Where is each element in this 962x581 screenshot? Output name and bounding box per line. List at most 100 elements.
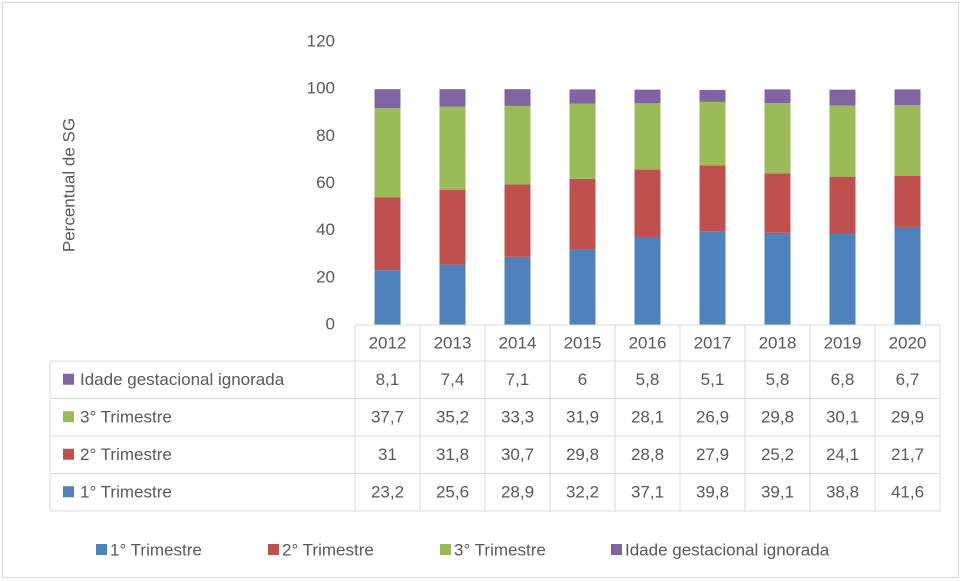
legend-label: 3° Trimestre <box>454 540 546 559</box>
table-legend-key <box>63 486 74 498</box>
data-label: 5,8 <box>636 370 660 389</box>
bar-segment <box>634 89 661 104</box>
y-tick-label: 20 <box>316 267 335 286</box>
legend-key <box>268 544 279 555</box>
x-tick-label: 2012 <box>369 333 407 352</box>
bar-segment <box>504 105 531 185</box>
data-label: 25,2 <box>761 445 794 464</box>
bar-segment <box>764 103 791 174</box>
legend-key <box>440 544 451 555</box>
bar-segment <box>569 103 596 179</box>
data-label: 41,6 <box>891 483 924 502</box>
bar-segment <box>699 165 726 232</box>
data-label: 32,2 <box>566 483 599 502</box>
legend-key <box>96 544 107 555</box>
data-label: 30,7 <box>501 445 534 464</box>
bar-segment <box>829 89 856 106</box>
data-label: 5,8 <box>766 370 790 389</box>
data-label: 7,1 <box>506 370 530 389</box>
bar-segment <box>569 249 596 325</box>
bar-segment <box>699 101 726 166</box>
bar-segment <box>894 89 921 106</box>
table-row-label: 1° Trimestre <box>80 483 172 502</box>
data-label: 27,9 <box>696 445 729 464</box>
legend-key <box>611 544 622 555</box>
data-label: 37,1 <box>631 483 664 502</box>
x-tick-label: 2013 <box>434 333 472 352</box>
data-label: 29,8 <box>566 445 599 464</box>
x-tick-label: 2014 <box>499 333 537 352</box>
data-label: 29,9 <box>891 408 924 427</box>
bar-segment <box>829 105 856 177</box>
bar-segment <box>764 232 791 325</box>
x-tick-label: 2016 <box>629 333 667 352</box>
bar-segment <box>569 89 596 104</box>
table-row-label: Idade gestacional ignorada <box>80 370 285 389</box>
table-legend-key <box>63 448 74 460</box>
data-label: 26,9 <box>696 408 729 427</box>
data-label: 23,2 <box>371 483 404 502</box>
y-tick-label: 100 <box>307 79 335 98</box>
data-label: 31,8 <box>436 445 469 464</box>
bar-segment <box>439 189 466 265</box>
bar-segment <box>829 233 856 325</box>
bar-segment <box>634 103 661 170</box>
x-tick-label: 2015 <box>564 333 602 352</box>
bar-segment <box>894 226 921 325</box>
data-label: 29,8 <box>761 408 794 427</box>
data-label: 7,4 <box>441 370 465 389</box>
data-label: 5,1 <box>701 370 725 389</box>
bar-segment <box>374 270 401 325</box>
y-axis-label: Percentual de SG <box>59 118 78 252</box>
data-label: 28,1 <box>631 408 664 427</box>
y-tick-label: 80 <box>316 126 335 145</box>
data-label: 31 <box>378 445 397 464</box>
bar-segment <box>829 176 856 234</box>
data-label: 24,1 <box>826 445 859 464</box>
x-tick-label: 2019 <box>824 333 862 352</box>
bar-segment <box>894 175 921 227</box>
data-label: 38,8 <box>826 483 859 502</box>
data-label: 28,8 <box>631 445 664 464</box>
y-tick-label: 60 <box>316 173 335 192</box>
legend-label: Idade gestacional ignorada <box>625 540 830 559</box>
data-label: 25,6 <box>436 483 469 502</box>
table-legend-key <box>63 373 74 385</box>
bar-segment <box>439 264 466 325</box>
bar-segment <box>764 89 791 104</box>
legend-label: 1° Trimestre <box>110 540 202 559</box>
bar-segment <box>634 237 661 325</box>
data-label: 21,7 <box>891 445 924 464</box>
bar-segment <box>699 231 726 325</box>
bar-segment <box>699 89 726 102</box>
y-tick-label: 0 <box>326 314 335 333</box>
y-tick-label: 120 <box>307 31 335 50</box>
table-row-label: 2° Trimestre <box>80 445 172 464</box>
bar-segment <box>894 105 921 176</box>
data-label: 35,2 <box>436 408 469 427</box>
bar-segment <box>439 106 466 190</box>
bar-segment <box>374 197 401 271</box>
data-label: 33,3 <box>501 408 534 427</box>
bar-segment <box>374 89 401 109</box>
x-tick-label: 2020 <box>889 333 927 352</box>
data-label: 6,8 <box>831 370 855 389</box>
data-label: 39,1 <box>761 483 794 502</box>
bar-segment <box>634 169 661 238</box>
x-tick-label: 2017 <box>694 333 732 352</box>
bar-segment <box>504 89 531 106</box>
data-label: 6 <box>578 370 587 389</box>
bar-segment <box>504 256 531 325</box>
data-label: 37,7 <box>371 408 404 427</box>
bar-segment <box>374 108 401 198</box>
data-label: 39,8 <box>696 483 729 502</box>
table-legend-key <box>63 411 74 423</box>
bar-segment <box>504 184 531 257</box>
data-label: 31,9 <box>566 408 599 427</box>
data-label: 30,1 <box>826 408 859 427</box>
bar-segment <box>439 89 466 107</box>
table-row-label: 3° Trimestre <box>80 408 172 427</box>
data-label: 6,7 <box>896 370 920 389</box>
bar-segment <box>764 173 791 233</box>
